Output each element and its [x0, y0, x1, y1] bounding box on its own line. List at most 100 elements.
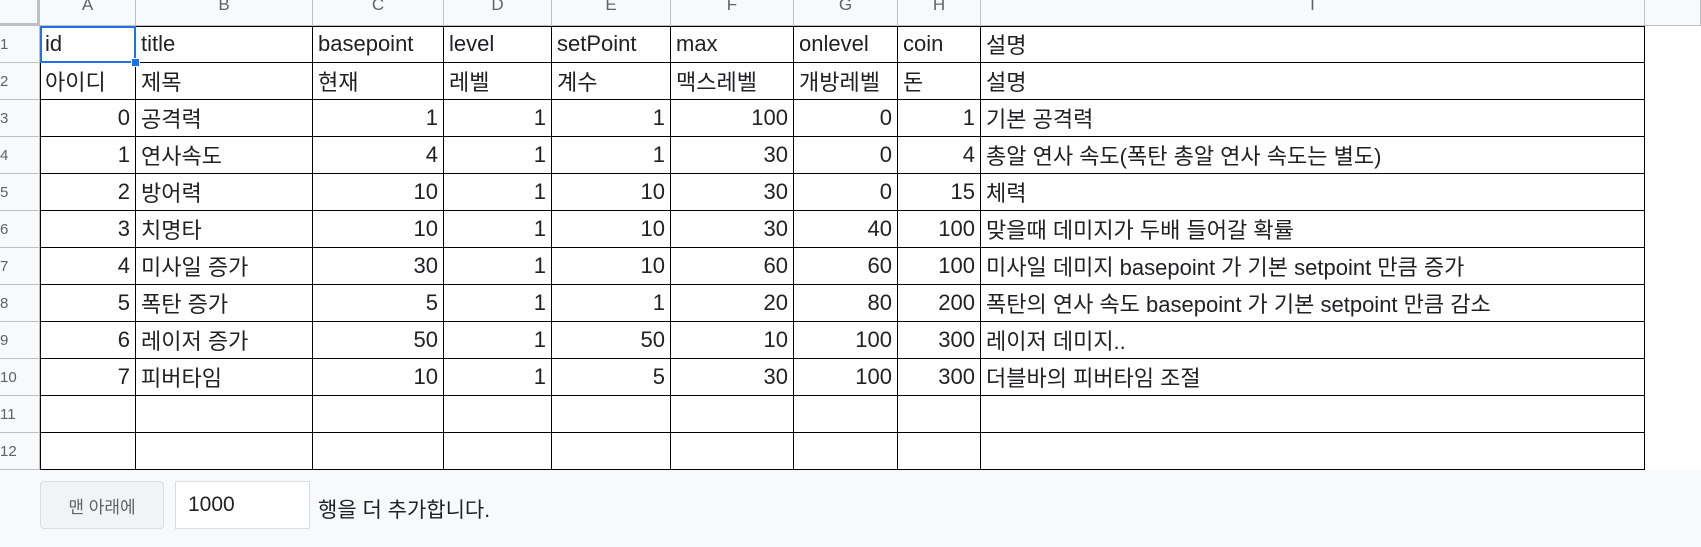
cell-b9[interactable]: 레이저 증가	[136, 322, 313, 359]
cell-c2[interactable]: 현재	[313, 63, 444, 100]
cell-g2[interactable]: 개방레벨	[794, 63, 898, 100]
cell-h7[interactable]: 100	[898, 248, 981, 285]
cell-c5[interactable]: 10	[313, 174, 444, 211]
cell-b4[interactable]: 연사속도	[136, 137, 313, 174]
cell-i2[interactable]: 설명	[981, 63, 1645, 100]
cell-e7[interactable]: 10	[552, 248, 671, 285]
cell-d4[interactable]: 1	[444, 137, 552, 174]
cell-d11[interactable]	[444, 396, 552, 433]
cell-f6[interactable]: 30	[671, 211, 794, 248]
row-header-11[interactable]: 11	[0, 396, 40, 433]
cell-e8[interactable]: 1	[552, 285, 671, 322]
cell-e9[interactable]: 50	[552, 322, 671, 359]
row-header-3[interactable]: 3	[0, 100, 40, 137]
cell-a10[interactable]: 7	[40, 359, 136, 396]
cell-b12[interactable]	[136, 433, 313, 470]
column-header-c[interactable]: C	[313, 0, 444, 26]
cell-b8[interactable]: 폭탄 증가	[136, 285, 313, 322]
column-header-d[interactable]: D	[444, 0, 552, 26]
column-header-b[interactable]: B	[136, 0, 313, 26]
cell-i8[interactable]: 폭탄의 연사 속도 basepoint 가 기본 setpoint 만큼 감소	[981, 285, 1645, 322]
cell-e11[interactable]	[552, 396, 671, 433]
row-header-7[interactable]: 7	[0, 248, 40, 285]
cell-i10[interactable]: 더블바의 피버타임 조절	[981, 359, 1645, 396]
cell-c12[interactable]	[313, 433, 444, 470]
row-header-6[interactable]: 6	[0, 211, 40, 248]
cell-f1[interactable]: max	[671, 26, 794, 63]
cell-h9[interactable]: 300	[898, 322, 981, 359]
cell-c10[interactable]: 10	[313, 359, 444, 396]
cell-b6[interactable]: 치명타	[136, 211, 313, 248]
cell-e12[interactable]	[552, 433, 671, 470]
cell-e4[interactable]: 1	[552, 137, 671, 174]
cell-c9[interactable]: 50	[313, 322, 444, 359]
row-header-4[interactable]: 4	[0, 137, 40, 174]
cell-b7[interactable]: 미사일 증가	[136, 248, 313, 285]
column-header-i[interactable]: I	[981, 0, 1645, 26]
cell-f8[interactable]: 20	[671, 285, 794, 322]
cell-h2[interactable]: 돈	[898, 63, 981, 100]
cell-c6[interactable]: 10	[313, 211, 444, 248]
cell-g9[interactable]: 100	[794, 322, 898, 359]
cell-b5[interactable]: 방어력	[136, 174, 313, 211]
cell-i1[interactable]: 설명	[981, 26, 1645, 63]
column-header-g[interactable]: G	[794, 0, 898, 26]
cell-c4[interactable]: 4	[313, 137, 444, 174]
cell-a7[interactable]: 4	[40, 248, 136, 285]
cell-f5[interactable]: 30	[671, 174, 794, 211]
cell-e6[interactable]: 10	[552, 211, 671, 248]
cell-h4[interactable]: 4	[898, 137, 981, 174]
cell-g10[interactable]: 100	[794, 359, 898, 396]
row-header-9[interactable]: 9	[0, 322, 40, 359]
cell-d8[interactable]: 1	[444, 285, 552, 322]
rows-count-input[interactable]	[175, 481, 310, 529]
cell-a5[interactable]: 2	[40, 174, 136, 211]
cell-a3[interactable]: 0	[40, 100, 136, 137]
cell-g7[interactable]: 60	[794, 248, 898, 285]
cell-g5[interactable]: 0	[794, 174, 898, 211]
row-header-5[interactable]: 5	[0, 174, 40, 211]
cell-a1[interactable]: id	[40, 26, 136, 63]
cell-g1[interactable]: onlevel	[794, 26, 898, 63]
column-header-f[interactable]: F	[671, 0, 794, 26]
cell-b2[interactable]: 제목	[136, 63, 313, 100]
cell-h8[interactable]: 200	[898, 285, 981, 322]
cell-b10[interactable]: 피버타임	[136, 359, 313, 396]
cell-f9[interactable]: 10	[671, 322, 794, 359]
cell-d3[interactable]: 1	[444, 100, 552, 137]
cell-i5[interactable]: 체력	[981, 174, 1645, 211]
cell-i3[interactable]: 기본 공격력	[981, 100, 1645, 137]
cell-h3[interactable]: 1	[898, 100, 981, 137]
cell-h1[interactable]: coin	[898, 26, 981, 63]
cell-g6[interactable]: 40	[794, 211, 898, 248]
cell-g11[interactable]	[794, 396, 898, 433]
cell-c3[interactable]: 1	[313, 100, 444, 137]
cell-b3[interactable]: 공격력	[136, 100, 313, 137]
cell-d2[interactable]: 레벨	[444, 63, 552, 100]
cell-c7[interactable]: 30	[313, 248, 444, 285]
cell-g8[interactable]: 80	[794, 285, 898, 322]
cell-f12[interactable]	[671, 433, 794, 470]
cell-i11[interactable]	[981, 396, 1645, 433]
cell-d1[interactable]: level	[444, 26, 552, 63]
cell-a9[interactable]: 6	[40, 322, 136, 359]
cell-f4[interactable]: 30	[671, 137, 794, 174]
cell-f11[interactable]	[671, 396, 794, 433]
cell-i12[interactable]	[981, 433, 1645, 470]
cell-d9[interactable]: 1	[444, 322, 552, 359]
cell-a11[interactable]	[40, 396, 136, 433]
cell-h12[interactable]	[898, 433, 981, 470]
cell-c11[interactable]	[313, 396, 444, 433]
cell-f7[interactable]: 60	[671, 248, 794, 285]
cell-d6[interactable]: 1	[444, 211, 552, 248]
cell-e3[interactable]: 1	[552, 100, 671, 137]
cell-i6[interactable]: 맞을때 데미지가 두배 들어갈 확률	[981, 211, 1645, 248]
cell-f10[interactable]: 30	[671, 359, 794, 396]
cell-i7[interactable]: 미사일 데미지 basepoint 가 기본 setpoint 만큼 증가	[981, 248, 1645, 285]
cell-d12[interactable]	[444, 433, 552, 470]
cell-h5[interactable]: 15	[898, 174, 981, 211]
row-header-1[interactable]: 1	[0, 26, 40, 63]
cell-f3[interactable]: 100	[671, 100, 794, 137]
row-header-12[interactable]: 12	[0, 433, 40, 470]
cell-i4[interactable]: 총알 연사 속도(폭탄 총알 연사 속도는 별도)	[981, 137, 1645, 174]
